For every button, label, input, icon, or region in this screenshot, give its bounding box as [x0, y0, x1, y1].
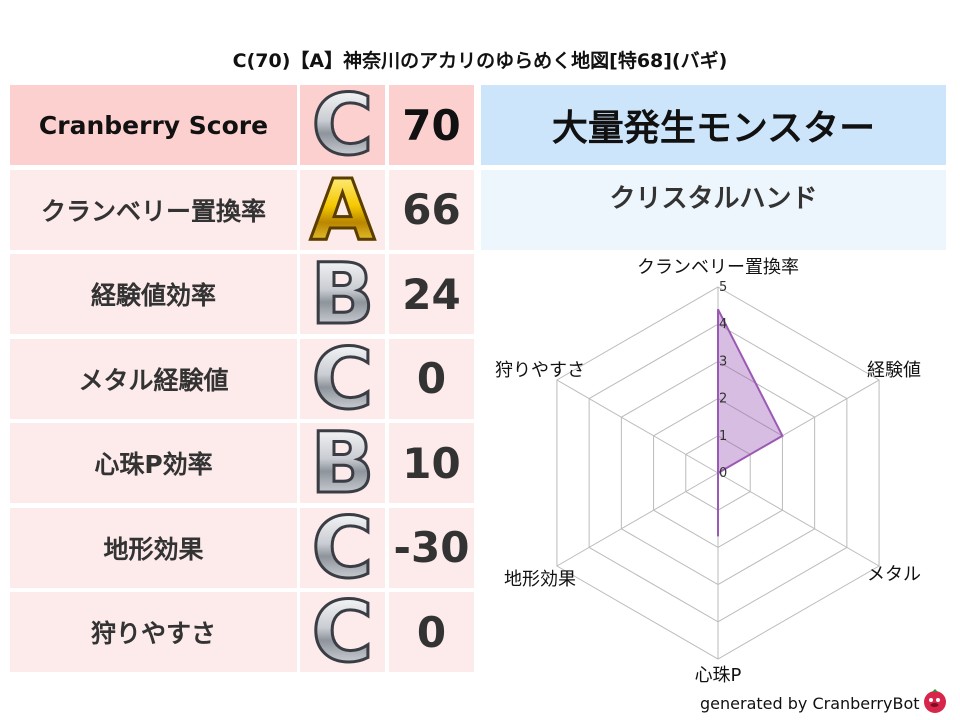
grade-badge: B [300, 245, 385, 343]
metric-label: Cranberry Score [10, 85, 297, 165]
grade-badge: A [300, 160, 385, 259]
metric-value: 0 [389, 592, 474, 672]
radar-tick-label: 2 [719, 392, 727, 407]
metric-value: 70 [389, 85, 474, 165]
footer-credit: generated by CranberryBot [700, 694, 920, 713]
radar-tick-label: 4 [719, 317, 727, 332]
cranberry-mascot-icon [924, 689, 946, 713]
radar-axis-label: 経験値 [867, 360, 921, 381]
grade-badge: C [300, 498, 385, 597]
radar-point [717, 308, 719, 310]
radar-spoke [717, 472, 880, 567]
radar-axis-label: 狩りやすさ [495, 360, 585, 381]
monster-header: 大量発生モンスター [481, 85, 946, 165]
radar-axis-label: 地形効果 [504, 569, 576, 590]
radar-grid-ring [620, 360, 816, 586]
grade-badge: C [300, 329, 385, 428]
radar-grid-ring [685, 435, 751, 511]
radar-series-area [717, 308, 784, 537]
radar-tick-label: 3 [719, 354, 727, 369]
radar-tick-label: 0 [719, 466, 727, 481]
radar-axis-label: メタル [867, 564, 921, 585]
metric-label: 経験値効率 [10, 254, 297, 334]
grade-letter: C [310, 498, 375, 597]
radar-grid-ring [588, 323, 848, 623]
metric-label: 地形効果 [10, 507, 297, 588]
grade-badge: B [300, 414, 385, 512]
radar-point [717, 472, 719, 474]
page-title: C(70)【A】神奈川のアカリのゆらめく地図[特68](バギ) [232, 50, 728, 72]
grade-letter: B [309, 245, 376, 343]
metric-value: -30 [389, 507, 474, 588]
monster-name: クリスタルハンド [481, 170, 946, 250]
radar-grid-ring [653, 398, 783, 548]
radar-point [717, 472, 719, 474]
radar-spoke [717, 379, 880, 474]
grade-badge: C [300, 583, 385, 681]
grade-letter: C [310, 76, 375, 174]
radar-tick-label: 1 [719, 429, 727, 444]
grade-letter: C [310, 329, 375, 428]
metric-label: クランベリー置換率 [10, 169, 297, 250]
grade-badge: C [300, 76, 385, 174]
grade-letter: A [308, 160, 376, 259]
radar-spoke [556, 472, 719, 567]
metric-value: 24 [389, 254, 474, 334]
radar-point [717, 535, 719, 537]
radar-point [781, 435, 783, 437]
radar-spoke [556, 379, 719, 474]
grade-letter: C [310, 583, 375, 681]
radar-axis-label: 心珠P [695, 665, 742, 686]
metric-value: 66 [389, 169, 474, 250]
metric-value: 10 [389, 423, 474, 503]
metric-value: 0 [389, 338, 474, 419]
radar-axis-label: クランベリー置換率 [637, 257, 799, 278]
metric-label: 狩りやすさ [10, 592, 297, 672]
radar-tick-label: 5 [719, 280, 727, 295]
metric-label: 心珠P効率 [10, 423, 297, 503]
metric-label: メタル経験値 [10, 338, 297, 419]
grade-letter: B [309, 414, 376, 512]
radar-grid-ring [556, 286, 880, 660]
radar-point [717, 472, 719, 474]
